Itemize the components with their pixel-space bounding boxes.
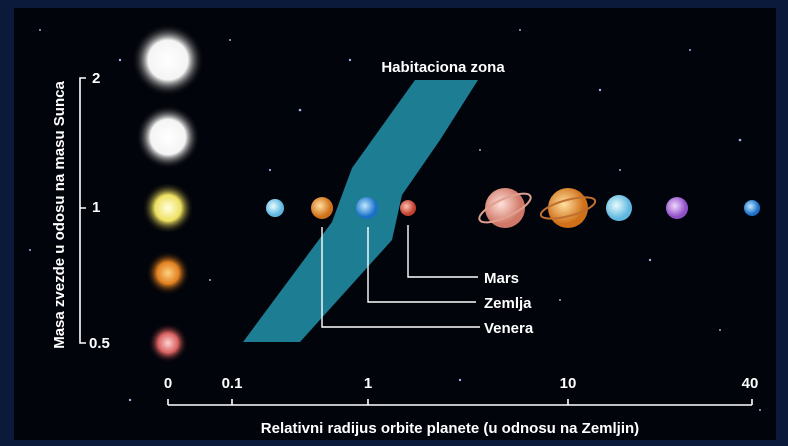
y-axis-label: Masa zvezde u odosu na masu Sunca	[51, 81, 68, 349]
x-tick-label: 0.1	[222, 375, 243, 392]
x-tick-label: 10	[560, 375, 577, 392]
x-tick-label: 0	[164, 375, 172, 392]
y-tick-label: 1	[92, 199, 100, 216]
x-tick-label: 1	[364, 375, 372, 392]
y-tick-label: 2	[92, 70, 100, 87]
zone-label: Habitaciona zona	[381, 59, 505, 76]
x-axis-label: Relativni radijus orbite planete (u odno…	[261, 420, 639, 437]
planet-label: Mars	[484, 270, 519, 287]
x-tick-label: 40	[742, 375, 759, 392]
planet-label: Zemlja	[484, 295, 532, 312]
diagram: Habitaciona zona Mars Zemlja Venera 2 1 …	[0, 0, 788, 446]
y-tick-label: 0.5	[89, 335, 110, 352]
planet-label: Venera	[484, 320, 534, 337]
